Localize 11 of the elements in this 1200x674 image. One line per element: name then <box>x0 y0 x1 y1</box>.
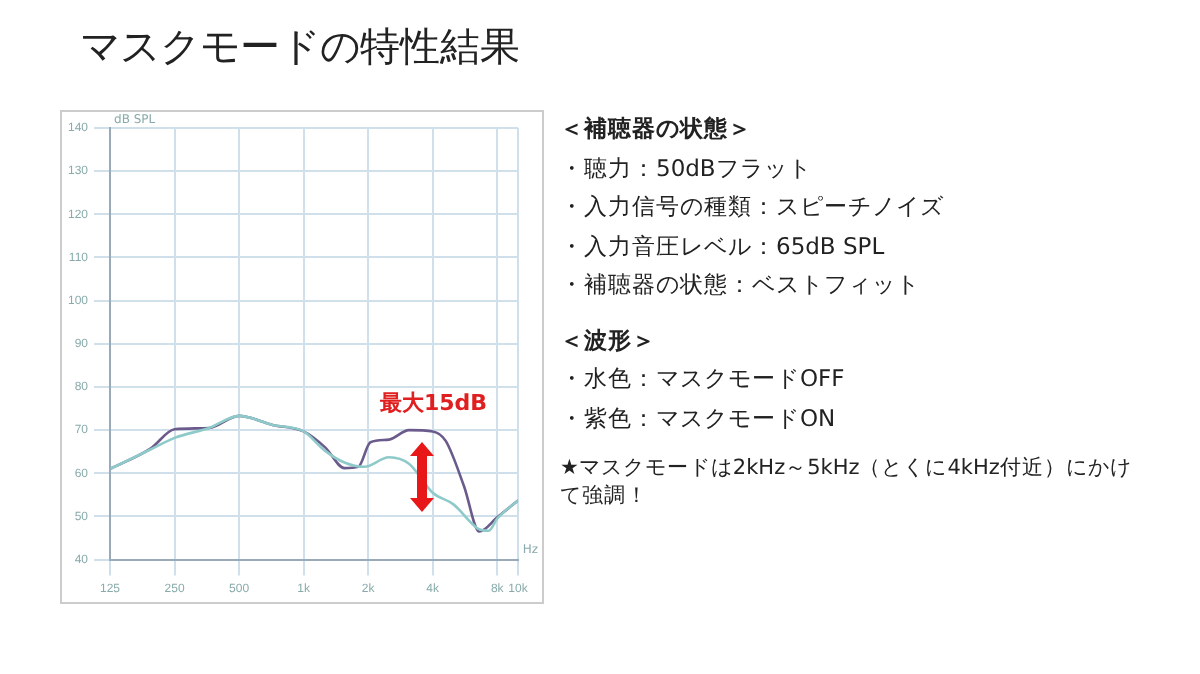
text: ・入力信号の種類：スピーチノイズ <box>560 190 946 224</box>
text: ・水色：マスクモードOFF <box>560 362 847 396</box>
text: ★マスクモードは2kHz～5kHz（とくに4kHz付近）にかけて強調！ <box>560 454 1134 510</box>
text: ＜波形＞ <box>560 323 658 357</box>
text: ・紫色：マスクモードON <box>560 401 838 435</box>
annotation: 最大15dB <box>380 388 488 418</box>
text: ・補聴器の状態：ベストフィット <box>560 268 922 302</box>
chart-title: マスクモードの特性結果 <box>80 20 520 74</box>
text: ・聴力：50dBフラット <box>560 151 814 185</box>
text: ・入力音圧レベル：65dB SPL <box>560 229 887 263</box>
text: ＜補聴器の状態＞ <box>560 112 754 146</box>
